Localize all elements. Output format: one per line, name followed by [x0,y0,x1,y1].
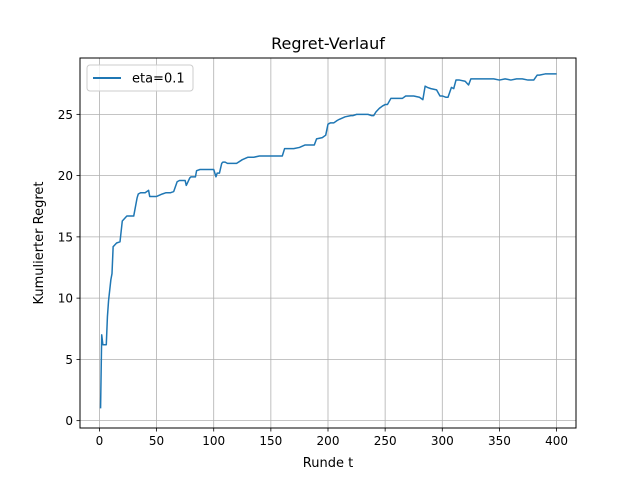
legend: eta=0.1 [86,64,194,92]
chart-title: Regret-Verlauf [271,34,385,53]
y-tick-label: 0 [65,414,73,428]
x-tick-label: 0 [96,434,104,448]
x-tick-label: 250 [374,434,397,448]
y-tick-label: 25 [58,108,73,122]
x-tick-label: 300 [431,434,454,448]
x-tick-label: 350 [488,434,511,448]
legend-box [86,64,194,92]
y-axis: 0 5 10 15 20 25 [58,108,80,428]
series-layer [99,73,557,409]
y-tick-label: 10 [58,292,73,306]
grid-lines [80,58,576,428]
y-tick-label: 5 [65,353,73,367]
x-axis-label: Runde t [303,456,353,471]
y-tick-label: 20 [58,169,73,183]
x-tick-label: 50 [149,434,164,448]
y-tick-label: 15 [58,230,73,244]
x-tick-label: 100 [202,434,225,448]
series-line [99,73,557,409]
x-tick-label: 400 [545,434,568,448]
x-tick-label: 150 [259,434,282,448]
x-axis: 0 50 100 150 200 250 300 350 400 [96,428,568,448]
legend-label: eta=0.1 [132,72,185,87]
y-axis-label: Kumulierter Regret [32,181,47,304]
x-tick-label: 200 [317,434,340,448]
